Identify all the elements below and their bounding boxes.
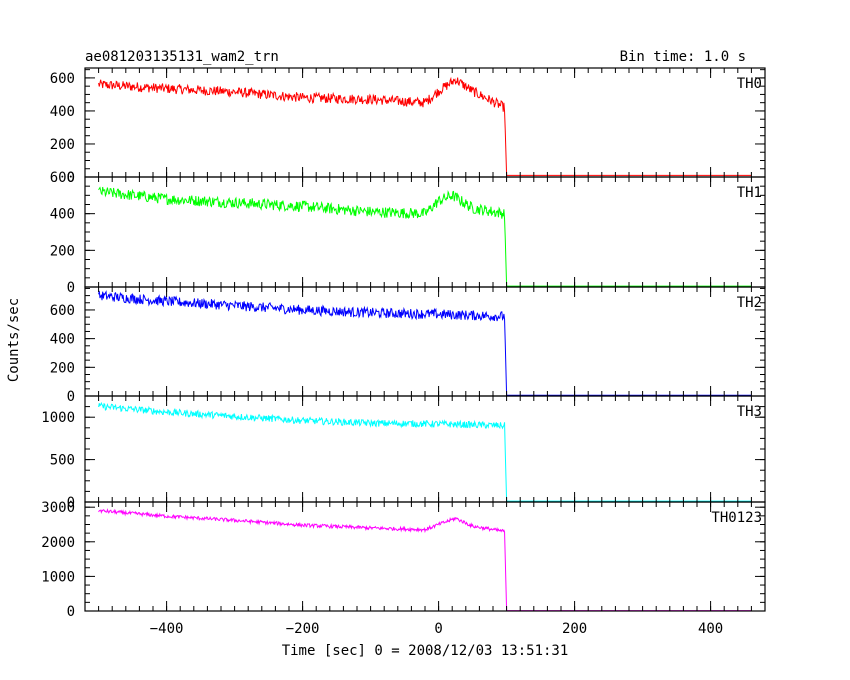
y-tick-label: 1000 — [41, 569, 75, 585]
panel-label: TH3 — [737, 404, 762, 420]
y-tick-label: 200 — [50, 360, 75, 376]
y-tick-label: 600 — [50, 71, 75, 87]
chart-title: ae081203135131_wam2_trn — [85, 49, 279, 65]
bin-time-label: Bin time: 1.0 s — [620, 49, 746, 65]
series-line-th0 — [98, 76, 752, 176]
x-axis-label: Time [sec] 0 = 2008/12/03 13:51:31 — [282, 643, 569, 659]
y-tick-label: 0 — [67, 495, 75, 511]
y-tick-label: 0 — [67, 604, 75, 620]
x-tick-label: 200 — [562, 621, 587, 637]
y-tick-label: 600 — [50, 303, 75, 319]
panel-th3: 0 500 1000 TH3 — [41, 395, 766, 511]
panel-label: TH1 — [737, 185, 762, 201]
y-tick-label: 0 — [67, 280, 75, 296]
x-tick-label: 0 — [434, 621, 442, 637]
panel-label: TH2 — [737, 295, 762, 311]
series-line-th2 — [98, 290, 752, 396]
series-line-th1 — [98, 186, 752, 287]
panel-th2: 0 200 400 600 TH2 — [50, 286, 766, 405]
y-tick-label: 200 — [50, 137, 75, 153]
y-tick-label: 3000 — [41, 500, 75, 516]
panel-frame — [84, 176, 766, 288]
panel-frame — [84, 67, 766, 178]
panel-th0: 0 200 400 600 TH0 — [50, 67, 766, 186]
y-tick-label: 500 — [50, 453, 75, 469]
y-tick-label: 0 — [67, 389, 75, 405]
y-tick-label: 600 — [50, 170, 75, 186]
y-tick-label: 400 — [50, 332, 75, 348]
series-line-th0123 — [98, 508, 752, 612]
panel-label: TH0 — [737, 76, 762, 92]
y-axis-label: Counts/sec — [6, 298, 22, 382]
y-tick-label: 200 — [50, 243, 75, 259]
y-tick-label: 2000 — [41, 535, 75, 551]
y-tick-label: 400 — [50, 104, 75, 120]
x-tick-label: −400 — [150, 621, 184, 637]
x-tick-label: −200 — [286, 621, 320, 637]
y-tick-label: 1000 — [41, 410, 75, 426]
y-tick-label: 0 — [67, 170, 75, 186]
series-line-th3 — [98, 401, 752, 502]
y-tick-label: 400 — [50, 207, 75, 223]
x-tick-label: 400 — [698, 621, 723, 637]
panel-label: TH0123 — [711, 510, 762, 526]
panel-th1: 0 200 400 600 TH1 — [50, 170, 766, 296]
panel-th0123: 0 1000 2000 3000 TH0123 — [41, 500, 766, 620]
